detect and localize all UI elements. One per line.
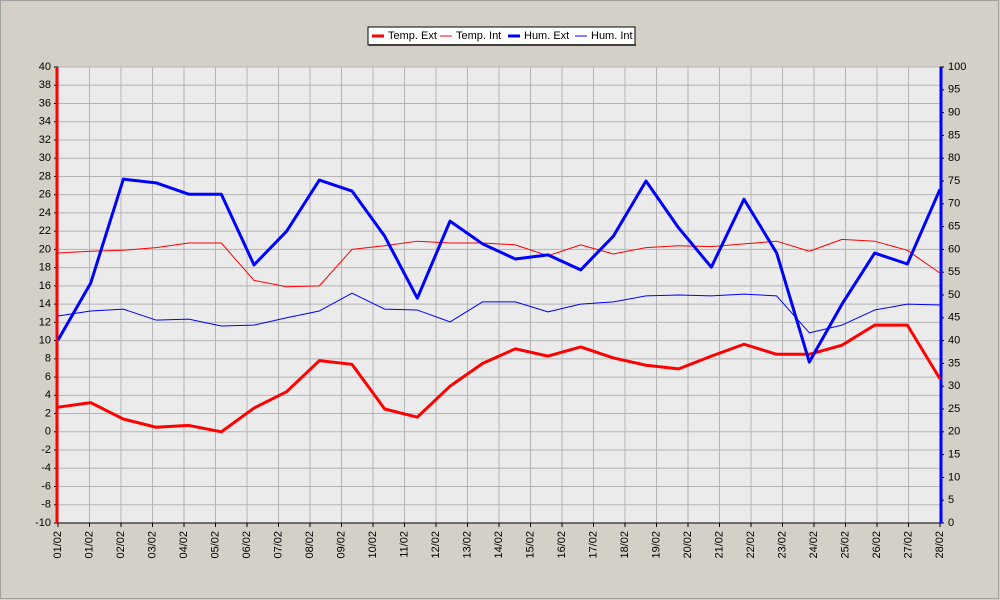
y2-tick-label: 70 xyxy=(948,198,960,210)
x-tick-label: 04/02 xyxy=(178,531,190,559)
y-tick-label: -2 xyxy=(41,444,51,456)
y-tick-label: 2 xyxy=(45,407,51,419)
x-tick-label: 26/02 xyxy=(871,531,883,559)
y-tick-label: -4 xyxy=(41,462,51,474)
y-tick-label: 26 xyxy=(39,189,51,201)
x-tick-label: 09/02 xyxy=(335,531,347,559)
y-tick-label: 12 xyxy=(39,316,51,328)
x-tick-label: 12/02 xyxy=(430,531,442,559)
y-tick-label: 20 xyxy=(39,243,51,255)
series-line xyxy=(57,238,941,288)
y2-tick-label: 50 xyxy=(948,289,960,301)
y-tick-label: 10 xyxy=(39,335,51,347)
x-tick-label: 18/02 xyxy=(619,531,631,559)
x-tick-label: 25/02 xyxy=(839,531,851,559)
y-tick-label: 22 xyxy=(39,225,51,237)
x-tick-label: 27/02 xyxy=(902,531,914,559)
x-tick-label: 20/02 xyxy=(682,531,694,559)
y2-tick-label: 35 xyxy=(948,357,960,369)
y-tick-label: 40 xyxy=(39,61,51,73)
x-tick-label: 15/02 xyxy=(524,531,536,559)
y-tick-label: -10 xyxy=(35,517,51,529)
y-tick-label: -8 xyxy=(41,499,51,511)
x-tick-label: 16/02 xyxy=(556,531,568,559)
y2-tick-label: 55 xyxy=(948,266,960,278)
y2-tick-label: 85 xyxy=(948,129,960,141)
y2-tick-label: 40 xyxy=(948,335,960,347)
x-tick-label: 10/02 xyxy=(367,531,379,559)
y2-tick-label: 0 xyxy=(948,517,954,529)
y2-tick-label: 5 xyxy=(948,494,954,506)
y2-tick-label: 10 xyxy=(948,471,960,483)
legend: Temp. Ext Temp. Int Hum. Ext Hum. Int xyxy=(367,26,636,46)
x-tick-label: 28/02 xyxy=(934,531,946,559)
y2-tick-label: 65 xyxy=(948,221,960,233)
x-tick-label: 01/02 xyxy=(83,531,95,559)
y2-tick-label: 60 xyxy=(948,243,960,255)
y-tick-label: 38 xyxy=(39,79,51,91)
y-tick-label: 18 xyxy=(39,262,51,274)
series-line xyxy=(57,292,941,334)
y2-tick-label: 90 xyxy=(948,107,960,119)
legend-label: Temp. Ext xyxy=(388,30,437,42)
x-tick-label: 01/02 xyxy=(52,531,64,559)
y2-tick-label: 100 xyxy=(948,61,966,73)
x-tick-label: 24/02 xyxy=(808,531,820,559)
y2-tick-label: 80 xyxy=(948,152,960,164)
series-line xyxy=(57,323,942,434)
legend-label: Temp. Int xyxy=(456,30,501,42)
y-tick-label: 8 xyxy=(45,353,51,365)
y-tick-label: 4 xyxy=(45,389,51,401)
x-tick-label: 14/02 xyxy=(493,531,505,559)
x-tick-label: 19/02 xyxy=(650,531,662,559)
y-tick-label: 16 xyxy=(39,280,51,292)
y-tick-label: 34 xyxy=(39,116,51,128)
legend-label: Hum. Ext xyxy=(524,30,569,42)
x-tick-label: 08/02 xyxy=(304,531,316,559)
x-tick-label: 13/02 xyxy=(461,531,473,559)
y-tick-label: 30 xyxy=(39,152,51,164)
y-tick-label: 28 xyxy=(39,170,51,182)
y2-tick-label: 95 xyxy=(948,84,960,96)
y2-tick-label: 25 xyxy=(948,403,960,415)
series-line xyxy=(56,177,942,364)
y-tick-label: 6 xyxy=(45,371,51,383)
y2-tick-label: 30 xyxy=(948,380,960,392)
y2-tick-label: 20 xyxy=(948,426,960,438)
x-tick-label: 02/02 xyxy=(115,531,127,559)
y-tick-label: 0 xyxy=(45,426,51,438)
y-tick-label: 24 xyxy=(39,207,51,219)
x-tick-label: 06/02 xyxy=(241,531,253,559)
x-tick-label: 21/02 xyxy=(713,531,725,559)
y2-tick-label: 15 xyxy=(948,449,960,461)
x-tick-label: 17/02 xyxy=(587,531,599,559)
x-tick-label: 03/02 xyxy=(146,531,158,559)
y-tick-label: 14 xyxy=(39,298,51,310)
x-tick-label: 05/02 xyxy=(209,531,221,559)
y2-tick-label: 75 xyxy=(948,175,960,187)
x-tick-label: 11/02 xyxy=(398,531,410,558)
y-tick-label: 32 xyxy=(39,134,51,146)
y-tick-label: -6 xyxy=(41,480,51,492)
x-tick-label: 23/02 xyxy=(776,531,788,559)
x-tick-label: 07/02 xyxy=(272,531,284,559)
legend-label: Hum. Int xyxy=(591,30,633,42)
y2-tick-label: 45 xyxy=(948,312,960,324)
y-tick-label: 36 xyxy=(39,97,51,109)
x-tick-label: 22/02 xyxy=(745,531,757,559)
